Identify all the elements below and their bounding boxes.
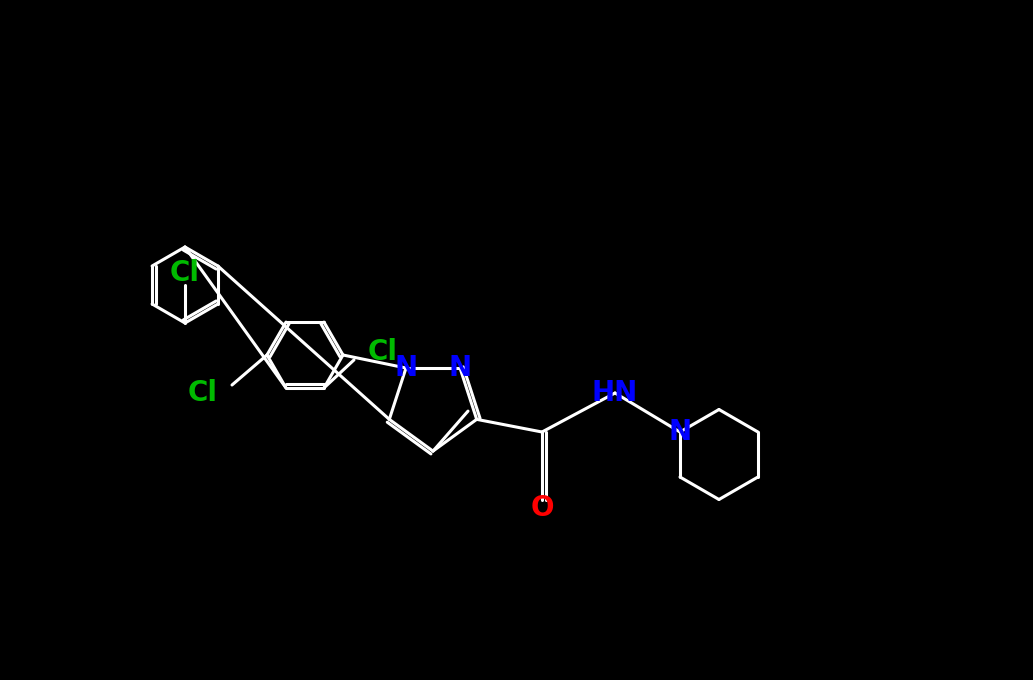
Text: Cl: Cl: [368, 338, 398, 366]
Text: Cl: Cl: [170, 259, 200, 287]
Text: HN: HN: [592, 379, 638, 407]
Text: Cl: Cl: [188, 379, 218, 407]
Text: N: N: [668, 418, 691, 446]
Text: N: N: [395, 354, 417, 382]
Text: N: N: [448, 354, 471, 382]
Text: O: O: [530, 494, 554, 522]
